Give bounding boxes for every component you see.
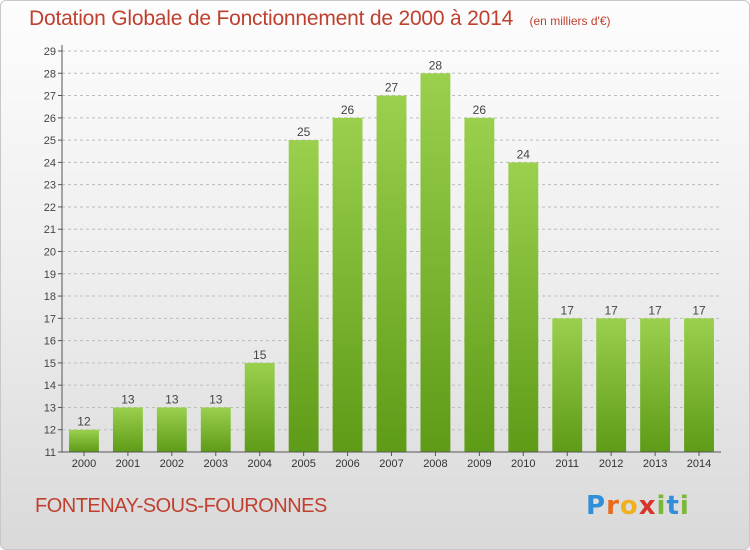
x-tick-label: 2009: [467, 458, 491, 470]
data-label: 17: [561, 303, 575, 317]
x-tick-label: 2011: [555, 458, 579, 470]
data-label: 13: [165, 392, 179, 406]
data-label: 28: [429, 58, 443, 72]
x-tick-label: 2000: [72, 458, 96, 470]
y-tick-label: 21: [44, 224, 56, 236]
data-label: 26: [473, 103, 487, 117]
y-tick-label: 26: [44, 113, 56, 125]
data-label: 24: [517, 147, 531, 161]
bar: [464, 117, 495, 452]
y-tick-label: 28: [44, 68, 56, 80]
x-axis: 2000 2001 2002 2003 2004 2005 2006 2007 2008 2009…: [62, 451, 721, 470]
data-label: 17: [692, 303, 706, 317]
y-tick-label: 19: [44, 269, 56, 281]
commune-name: FONTENAY-SOUS-FOURONNES: [35, 495, 327, 517]
x-tick-label: 2001: [116, 458, 140, 470]
y-tick-label: 25: [44, 135, 56, 147]
data-label: 13: [209, 392, 223, 406]
bars: [69, 73, 714, 453]
bar: [200, 407, 231, 452]
y-tick-label: 11: [45, 447, 56, 459]
y-tick-label: 29: [44, 46, 56, 58]
x-tick-label: 2007: [379, 458, 403, 470]
x-tick-label: 2012: [599, 458, 623, 470]
data-label: 17: [604, 303, 618, 317]
data-label: 25: [297, 125, 311, 139]
x-tick-label: 2003: [204, 458, 228, 470]
proxiti-logo: Proxiti: [586, 491, 690, 521]
bar: [420, 73, 451, 453]
y-tick-label: 23: [44, 180, 56, 192]
bar: [112, 407, 143, 452]
data-label: 17: [648, 303, 662, 317]
y-tick-label: 22: [44, 202, 56, 214]
data-label: 27: [385, 81, 399, 95]
bar: [508, 162, 539, 452]
x-tick-label: 2008: [423, 458, 447, 470]
y-tick-label: 20: [44, 247, 56, 259]
bar: [288, 140, 319, 452]
title-row: Dotation Globale de Fonctionnement de 20…: [29, 7, 611, 31]
y-axis: 11 12 13 14 15 16 17 18 19 20 21 22 23 24 25 26 27 28 29: [44, 45, 63, 459]
x-tick-label: 2014: [687, 458, 711, 470]
y-tick-label: 18: [44, 291, 56, 303]
bar: [552, 318, 583, 452]
data-labels: 12 13 13 13 15 25 26 27 28 26 24 17 17 17 17: [77, 58, 706, 428]
x-tick-label: 2013: [643, 458, 667, 470]
bar: [244, 362, 275, 452]
chart-title: Dotation Globale de Fonctionnement de 20…: [29, 7, 514, 30]
data-label: 13: [121, 392, 135, 406]
chart-subtitle: (en milliers d'€): [529, 14, 611, 28]
x-tick-label: 2002: [160, 458, 184, 470]
bar: [640, 318, 671, 452]
x-tick-label: 2006: [335, 458, 359, 470]
bar: [332, 117, 363, 452]
y-tick-label: 17: [44, 313, 56, 325]
data-label: 12: [77, 415, 91, 429]
bar: [684, 318, 714, 452]
data-label: 26: [341, 103, 355, 117]
y-tick-label: 14: [44, 380, 56, 392]
bar: [69, 429, 99, 452]
bar: [156, 407, 187, 452]
y-tick-label: 12: [44, 425, 56, 437]
y-tick-label: 13: [44, 402, 56, 414]
x-tick-label: 2010: [511, 458, 535, 470]
bar: [376, 95, 407, 453]
y-tick-label: 27: [44, 91, 56, 103]
y-tick-label: 24: [44, 157, 56, 169]
data-label: 15: [253, 348, 267, 362]
bar: [596, 318, 627, 452]
x-tick-label: 2004: [247, 458, 271, 470]
x-tick-label: 2005: [291, 458, 315, 470]
y-tick-label: 15: [44, 358, 56, 370]
y-tick-label: 16: [44, 336, 56, 348]
